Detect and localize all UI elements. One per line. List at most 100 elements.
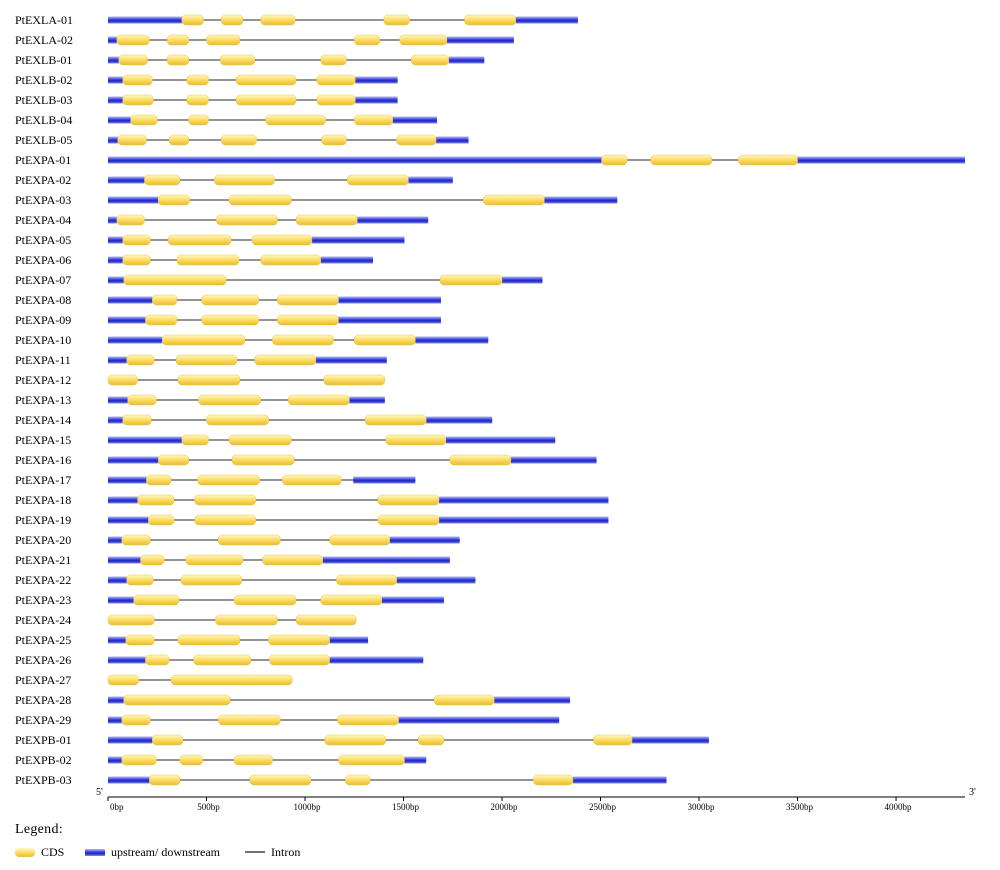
three-prime-label: 3' bbox=[969, 787, 976, 798]
legend-item-cds: CDS bbox=[15, 844, 64, 860]
utr-segment bbox=[108, 716, 122, 724]
utr-segment bbox=[108, 16, 182, 24]
gene-label: PtEXPA-27 bbox=[15, 673, 71, 687]
cds-exon bbox=[288, 394, 350, 406]
cds-exon bbox=[188, 114, 209, 126]
axis-tick-label: 1500bp bbox=[392, 802, 420, 812]
cds-exon bbox=[277, 314, 339, 326]
cds-exon bbox=[116, 34, 150, 46]
utr-segment bbox=[108, 396, 128, 404]
cds-exon bbox=[197, 474, 260, 486]
gene-rows: PtEXLA-01 PtEXLA-02 PtEXLB-01 PtEXLB-02 PtEX… bbox=[15, 13, 965, 787]
cds-exon bbox=[168, 134, 190, 146]
utr-segment bbox=[108, 436, 182, 444]
gene-row: PtEXPA-25 bbox=[15, 633, 369, 647]
utr-segment bbox=[396, 576, 476, 584]
cds-exon bbox=[354, 34, 381, 46]
gene-label: PtEXPA-18 bbox=[15, 493, 71, 507]
gene-label: PtEXPA-10 bbox=[15, 333, 71, 347]
cds-exon bbox=[316, 74, 356, 86]
gene-row: PtEXLB-02 bbox=[15, 73, 398, 87]
cds-exon bbox=[396, 134, 437, 146]
gene-label: PtEXPA-08 bbox=[15, 293, 71, 307]
gene-label: PtEXPA-21 bbox=[15, 553, 71, 567]
cds-exon bbox=[231, 454, 295, 466]
utr-segment bbox=[349, 396, 385, 404]
gene-label: PtEXLB-05 bbox=[15, 133, 72, 147]
cds-exon bbox=[107, 614, 155, 626]
gene-row: PtEXPA-11 bbox=[15, 353, 387, 367]
cds-exon bbox=[122, 254, 151, 266]
utr-segment bbox=[108, 536, 122, 544]
gene-row: PtEXPB-01 bbox=[15, 733, 709, 747]
cds-exon bbox=[364, 414, 427, 426]
legend: Legend: CDS upstream/ downstream Intron bbox=[15, 822, 435, 866]
cds-exon bbox=[118, 54, 148, 66]
cds-exon bbox=[228, 434, 292, 446]
utr-segment bbox=[448, 56, 485, 64]
cds-exon bbox=[152, 294, 178, 306]
cds-exon bbox=[140, 554, 165, 566]
cds-exon bbox=[116, 214, 145, 226]
cds-exon bbox=[218, 714, 281, 726]
cds-exon bbox=[177, 374, 241, 386]
gene-label: PtEXPA-09 bbox=[15, 313, 71, 327]
gene-row: PtEXLB-04 bbox=[15, 113, 438, 127]
utr-segment bbox=[355, 76, 398, 84]
utr-segment bbox=[108, 336, 163, 344]
gene-label: PtEXPA-19 bbox=[15, 513, 71, 527]
cds-exon bbox=[218, 534, 281, 546]
utr-segment bbox=[108, 96, 123, 104]
gene-label: PtEXPA-15 bbox=[15, 433, 71, 447]
gene-label: PtEXPA-28 bbox=[15, 693, 71, 707]
cds-exon bbox=[249, 774, 312, 786]
legend-cds-label: CDS bbox=[41, 845, 65, 859]
gene-row: PtEXPA-08 bbox=[15, 293, 441, 307]
cds-exon bbox=[193, 654, 252, 666]
utr-segment bbox=[108, 656, 146, 664]
utr-segment bbox=[108, 196, 159, 204]
utr-swatch-icon bbox=[85, 848, 105, 856]
utr-segment bbox=[108, 496, 138, 504]
gene-row: PtEXPA-13 bbox=[15, 393, 385, 407]
cds-exon bbox=[166, 54, 190, 66]
cds-exon bbox=[123, 694, 231, 706]
cds-exon bbox=[122, 414, 152, 426]
utr-segment bbox=[108, 236, 123, 244]
cds-exon bbox=[122, 234, 151, 246]
cds-exon bbox=[175, 354, 238, 366]
gene-label: PtEXPA-13 bbox=[15, 393, 71, 407]
utr-segment bbox=[353, 476, 416, 484]
cds-exon bbox=[198, 394, 261, 406]
cds-exon bbox=[181, 434, 209, 446]
cds-exon bbox=[449, 454, 512, 466]
cds-exon bbox=[117, 134, 147, 146]
utr-segment bbox=[515, 16, 578, 24]
cds-exon bbox=[418, 734, 445, 746]
cds-exon bbox=[149, 774, 181, 786]
axis-tick-label: 2500bp bbox=[589, 802, 617, 812]
utr-segment bbox=[108, 356, 127, 364]
gene-row: PtEXPA-20 bbox=[15, 533, 460, 547]
cds-exon bbox=[533, 774, 574, 786]
cds-exon bbox=[170, 674, 293, 686]
gene-label: PtEXPA-07 bbox=[15, 273, 71, 287]
gene-label: PtEXPB-01 bbox=[15, 733, 72, 747]
cds-exon bbox=[483, 194, 545, 206]
cds-exon bbox=[593, 734, 633, 746]
gene-row: PtEXPA-01 bbox=[15, 153, 965, 167]
cds-exon bbox=[738, 154, 798, 166]
cds-exon bbox=[323, 374, 386, 386]
utr-segment bbox=[389, 536, 460, 544]
cds-exon bbox=[215, 614, 278, 626]
gene-label: PtEXPA-26 bbox=[15, 653, 71, 667]
cds-exon bbox=[206, 34, 241, 46]
cds-exon bbox=[122, 94, 154, 106]
cds-exon bbox=[295, 214, 358, 226]
utr-segment bbox=[108, 736, 153, 744]
cds-exon bbox=[464, 14, 517, 26]
utr-segment bbox=[408, 176, 453, 184]
utr-segment bbox=[108, 596, 134, 604]
cds-exon bbox=[262, 554, 323, 566]
gene-label: PtEXPA-06 bbox=[15, 253, 71, 267]
